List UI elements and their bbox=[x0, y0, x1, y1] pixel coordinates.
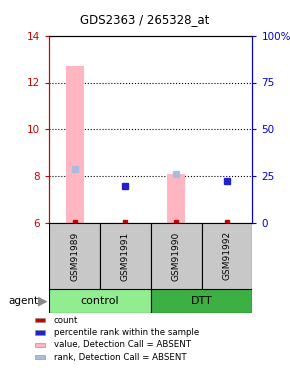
Text: GSM91991: GSM91991 bbox=[121, 231, 130, 280]
Bar bbox=[35, 356, 45, 359]
Text: GSM91990: GSM91990 bbox=[172, 231, 181, 280]
Text: GSM91992: GSM91992 bbox=[222, 231, 231, 280]
Text: agent: agent bbox=[9, 296, 39, 306]
Bar bbox=[167, 174, 185, 223]
Bar bbox=[35, 330, 45, 334]
Text: DTT: DTT bbox=[191, 296, 212, 306]
Bar bbox=[66, 66, 84, 223]
Text: rank, Detection Call = ABSENT: rank, Detection Call = ABSENT bbox=[54, 353, 186, 362]
Bar bbox=[151, 223, 202, 289]
Bar bbox=[100, 223, 151, 289]
Bar bbox=[35, 343, 45, 347]
Text: ▶: ▶ bbox=[38, 294, 47, 307]
Text: GSM91989: GSM91989 bbox=[70, 231, 79, 280]
Text: percentile rank within the sample: percentile rank within the sample bbox=[54, 328, 199, 337]
Bar bbox=[151, 289, 252, 313]
Text: control: control bbox=[81, 296, 119, 306]
Bar bbox=[49, 289, 151, 313]
Bar bbox=[35, 318, 45, 322]
Text: count: count bbox=[54, 316, 78, 325]
Bar bbox=[202, 223, 252, 289]
Text: GDS2363 / 265328_at: GDS2363 / 265328_at bbox=[80, 13, 210, 26]
Bar bbox=[49, 223, 100, 289]
Text: value, Detection Call = ABSENT: value, Detection Call = ABSENT bbox=[54, 340, 191, 350]
